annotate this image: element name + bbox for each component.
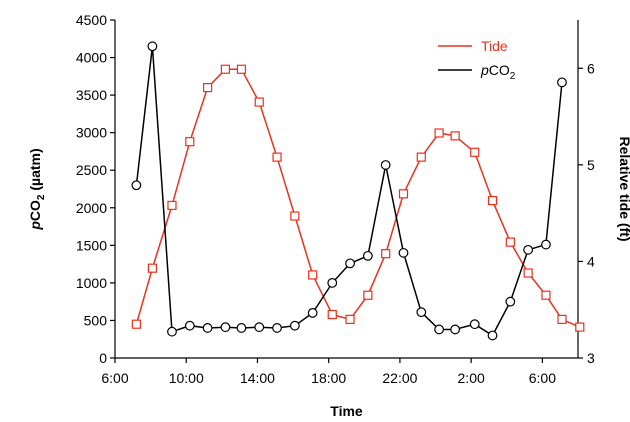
x-tick-label: 10:00 (169, 370, 204, 386)
series-tide (131, 64, 585, 332)
right-y-axis-title: Relative tide (ft) (617, 136, 630, 241)
legend-pco2-prefix: p (480, 62, 489, 78)
tide-point (185, 137, 195, 147)
right-y-tick-label: 6 (587, 60, 595, 76)
tide-point (220, 64, 231, 74)
tide-point (272, 152, 282, 162)
pco2-point (236, 323, 247, 333)
left-y-tick-label: 1500 (76, 237, 107, 253)
left-y-title-prefix: p (27, 221, 43, 231)
series-pco2 (131, 41, 567, 341)
tide-point (167, 200, 177, 211)
x-tick-label: 2:00 (458, 370, 485, 386)
tide-point (470, 147, 480, 157)
pco2-point (272, 323, 282, 333)
tide-point (147, 263, 157, 273)
left-y-tick-label: 2000 (76, 200, 107, 216)
pco2-point (167, 326, 177, 337)
tide-point (308, 270, 318, 280)
x-tick-label: 14:00 (240, 370, 275, 386)
left-y-tick-label: 500 (84, 312, 108, 328)
left-y-tick-label: 2500 (76, 162, 107, 178)
pco2-point (345, 258, 355, 269)
tide-point (487, 195, 498, 206)
tide-point (505, 237, 515, 247)
pco2-point (254, 322, 265, 333)
left-y-title-unit: (µatm) (27, 148, 43, 194)
tide-point (203, 82, 213, 93)
left-y-tick-label: 1000 (76, 275, 107, 291)
tide-point (363, 290, 373, 300)
x-axis-title: Time (330, 403, 363, 419)
legend-pco2-main: CO (489, 62, 510, 78)
tide-point (381, 249, 391, 259)
pco2-point (202, 323, 213, 333)
pco2-point (434, 324, 445, 335)
series-line (135, 68, 581, 328)
tide-point (398, 189, 409, 199)
x-tick-label: 6:00 (529, 370, 556, 386)
left-y-tick-label: 3500 (76, 87, 107, 103)
pco2-point (131, 180, 142, 191)
x-tick-label: 22:00 (382, 370, 417, 386)
tide-point (236, 64, 247, 74)
left-y-tick-label: 3000 (76, 125, 107, 141)
left-y-tick-label: 4500 (76, 12, 107, 28)
tide-point (541, 290, 551, 300)
right-y-tick-label: 5 (587, 157, 595, 173)
tide-point (434, 128, 444, 138)
pco2-point (487, 330, 498, 341)
tide-point (327, 309, 337, 320)
legend-pco2-label: pCO2 (480, 62, 516, 82)
tide-point (345, 314, 355, 324)
left-y-tick-label: 0 (99, 350, 107, 366)
left-y-title-subscript: 2 (36, 194, 47, 200)
series-line (135, 46, 563, 337)
right-y-tick-label: 4 (587, 253, 595, 269)
tide-point (450, 131, 460, 141)
pco2-point (289, 320, 300, 331)
right-y-tick-label: 3 (587, 350, 595, 366)
pco2-point (523, 244, 534, 255)
left-y-title-main: CO (27, 200, 43, 221)
pco2-point (541, 239, 551, 250)
legend-pco2-subscript: 2 (510, 71, 516, 82)
pco2-point (327, 277, 338, 288)
pco2-point (380, 160, 391, 170)
pco2-point (416, 307, 427, 318)
legend-tide-label: Tide (481, 38, 508, 54)
pco2-point (307, 308, 318, 318)
tide-point (557, 314, 567, 324)
pco2-point (469, 319, 480, 330)
pco2-point (220, 322, 231, 333)
pco2-point (184, 320, 195, 331)
legend: Tide pCO2 (438, 38, 516, 82)
tide-point (131, 319, 141, 329)
left-y-tick-label: 4000 (76, 50, 107, 66)
pco2-point (450, 324, 461, 335)
tide-point (523, 268, 533, 278)
pco2-point (147, 41, 158, 52)
left-y-axis-title: pCO2 (µatm) (27, 148, 47, 230)
tide-point (575, 322, 585, 332)
pco2-point (362, 250, 373, 261)
pco2-point (398, 247, 409, 258)
pco2-point (557, 77, 567, 88)
x-tick-label: 18:00 (311, 370, 346, 386)
tide-point (290, 211, 300, 221)
x-tick-label: 6:00 (101, 370, 128, 386)
pco2-point (505, 296, 516, 307)
tide-point (416, 152, 426, 162)
tide-point (254, 97, 264, 107)
